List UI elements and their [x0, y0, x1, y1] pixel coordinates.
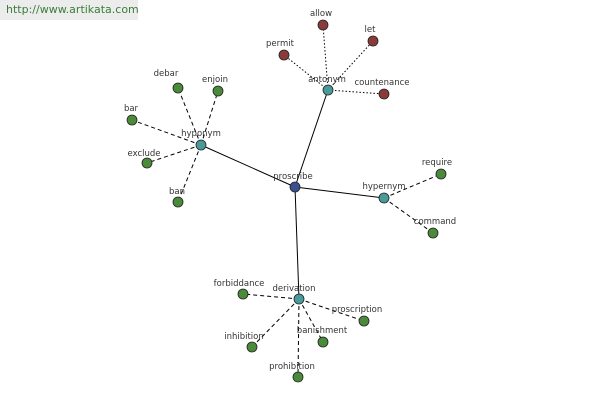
- site-url[interactable]: http://www.artikata.com: [0, 0, 139, 20]
- edge: [297, 298, 300, 378]
- node-label: require: [422, 158, 452, 168]
- node[interactable]: [378, 88, 390, 100]
- edge: [294, 186, 385, 199]
- node-label: countenance: [354, 78, 409, 88]
- node-label: let: [365, 25, 377, 35]
- edge: [327, 89, 385, 95]
- node-label: prohibition: [269, 362, 315, 372]
- node-label: hyponym: [181, 129, 221, 139]
- node[interactable]: [141, 157, 153, 169]
- node-label: antonym: [308, 75, 346, 85]
- node[interactable]: [435, 168, 447, 180]
- node-label: allow: [310, 9, 332, 19]
- node-label: command: [414, 217, 456, 227]
- node[interactable]: [246, 341, 258, 353]
- node-label: forbiddance: [214, 279, 265, 289]
- node-label: enjoin: [202, 75, 228, 85]
- node-label: bar: [124, 104, 139, 114]
- edge: [283, 54, 329, 91]
- node[interactable]: [212, 85, 224, 97]
- edge: [242, 293, 300, 300]
- edge: [177, 87, 202, 146]
- node-label: exclude: [127, 149, 160, 159]
- edge: [383, 197, 434, 234]
- node[interactable]: [293, 293, 305, 305]
- node-label: derivation: [272, 284, 315, 294]
- node-label: permit: [266, 39, 295, 49]
- node[interactable]: [172, 82, 184, 94]
- node-label: inhibition: [224, 332, 264, 342]
- node-label: ban: [169, 187, 185, 197]
- node[interactable]: [378, 192, 390, 204]
- node[interactable]: [367, 35, 379, 47]
- node-label: banishment: [297, 326, 348, 336]
- edge: [200, 144, 296, 188]
- edge: [383, 173, 442, 199]
- node[interactable]: [322, 84, 334, 96]
- edge: [298, 298, 324, 343]
- node[interactable]: [427, 227, 439, 239]
- node[interactable]: [195, 139, 207, 151]
- node[interactable]: [317, 19, 329, 31]
- node-label: proscribe: [273, 172, 313, 182]
- node-label: hypernym: [362, 182, 405, 192]
- node[interactable]: [172, 196, 184, 208]
- edge: [131, 119, 202, 146]
- node-label: proscription: [332, 305, 383, 315]
- node[interactable]: [289, 181, 301, 193]
- node[interactable]: [237, 288, 249, 300]
- node-label: debar: [154, 69, 179, 79]
- node[interactable]: [278, 49, 290, 61]
- edge: [146, 144, 202, 164]
- edge: [177, 144, 202, 203]
- edge: [298, 298, 365, 322]
- node[interactable]: [292, 371, 304, 383]
- edge: [322, 24, 329, 91]
- node[interactable]: [126, 114, 138, 126]
- edge: [294, 186, 300, 300]
- edge: [327, 40, 374, 91]
- node[interactable]: [358, 315, 370, 327]
- edge: [294, 89, 329, 188]
- node[interactable]: [317, 336, 329, 348]
- edge: [200, 90, 219, 146]
